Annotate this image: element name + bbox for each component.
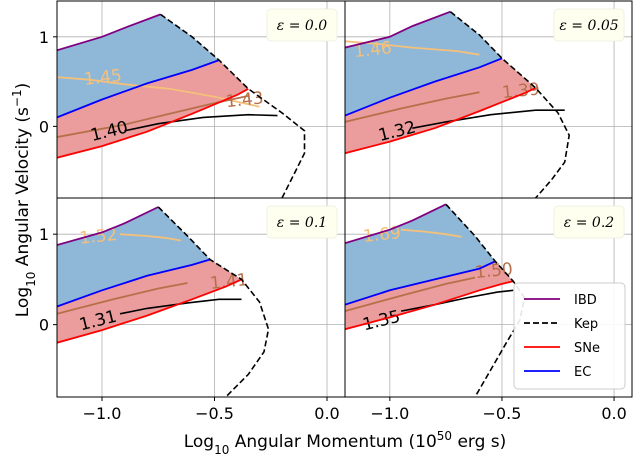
sne-line — [345, 280, 514, 331]
contour-1.50 — [345, 276, 476, 312]
region-ibd-ec — [345, 204, 496, 305]
axis-label-part: Angular Momentum (10 — [229, 432, 436, 452]
epsilon-label: ε = 0.2 — [564, 215, 615, 231]
epsilon-box — [553, 8, 625, 42]
panel-group: 1.451.431.40ε = 0.01.461.391.32ε = 0.051… — [53, 0, 633, 401]
panel-plot-area: 1.451.431.40 — [57, 1, 345, 198]
contour-label: 1.46 — [353, 38, 393, 62]
axis-label-part: Log — [13, 287, 33, 317]
panel-plot-area: 1.461.391.32 — [345, 1, 632, 198]
epsilon-box — [266, 8, 338, 42]
y-tick-label: 0 — [39, 117, 49, 136]
epsilon-box — [266, 205, 338, 239]
panel-3: 1.521.411.31ε = 0.1 — [53, 197, 346, 401]
sne-line — [345, 87, 536, 155]
legend: IBD Kep SNe EC — [513, 282, 626, 390]
panel-2: 1.461.391.32ε = 0.05 — [344, 0, 633, 199]
ec-line — [57, 59, 220, 119]
axis-label-part: Angular Velocity (s — [13, 107, 33, 272]
contour-1.41 — [57, 282, 188, 315]
region-ibd-ec — [345, 11, 502, 116]
contour-1.69 — [401, 228, 462, 238]
contour-label: 1.50 — [474, 259, 514, 283]
contour-label: 1.45 — [83, 66, 123, 90]
ec-line — [345, 260, 496, 306]
ibd-line — [57, 206, 159, 246]
contour-1.39 — [345, 91, 480, 123]
region-ibd-ec — [57, 14, 219, 118]
contour-1.40 — [124, 113, 278, 132]
contour-1.52 — [119, 233, 181, 242]
axis-label-part: 50 — [437, 429, 452, 443]
kep-line — [157, 206, 270, 397]
legend-label-sne: SNe — [574, 341, 600, 356]
x-axis-label: Log10 Angular Momentum (1050 erg s) — [184, 429, 507, 457]
contour-label: 1.39 — [501, 79, 541, 103]
legend-box — [513, 282, 626, 390]
ibd-line — [345, 203, 447, 245]
epsilon-label: ε = 0.05 — [559, 18, 618, 34]
panel-1: 1.451.431.40ε = 0.0 — [53, 0, 346, 199]
x-tick-label: −1.0 — [83, 404, 122, 423]
panel-frame — [344, 197, 633, 398]
region-ec-sne — [345, 58, 536, 154]
y-tick-labels: 0 1 0 1 — [39, 28, 49, 335]
y-tick-label: 0 — [39, 316, 49, 335]
x-tick-label: 0.0 — [601, 404, 626, 423]
axis-label-part: −1 — [10, 89, 24, 107]
kep-line — [160, 13, 306, 198]
contour-label: 1.43 — [225, 88, 265, 112]
panel-4: 1.691.501.35ε = 0.2 — [344, 197, 633, 401]
x-tick-label: −0.5 — [483, 404, 522, 423]
legend-label-kep: Kep — [574, 317, 598, 332]
contour-1.35 — [400, 289, 514, 312]
contour-1.32 — [412, 109, 565, 129]
ibd-line — [57, 13, 161, 52]
panel-plot-area: 1.521.411.31 — [57, 198, 345, 397]
axis-label-part: 10 — [24, 272, 38, 287]
legend-label-ibd: IBD — [574, 293, 597, 308]
contour-1.45 — [57, 76, 260, 108]
legend-label-ec: EC — [574, 365, 591, 380]
region-ibd-ec — [57, 207, 210, 307]
contour-label: 1.41 — [209, 270, 249, 294]
axis-label-part: erg s) — [452, 432, 506, 452]
panel-plot-area: 1.691.501.35 — [345, 198, 632, 397]
axis-label-part: ) — [13, 83, 33, 90]
sne-line — [57, 278, 242, 344]
axis-label-part: Log — [184, 432, 214, 452]
region-ec-sne — [57, 60, 249, 158]
x-tick-label: −0.5 — [195, 404, 234, 423]
contour-1.43 — [57, 95, 249, 138]
x-tick-label: 0.0 — [314, 404, 339, 423]
epsilon-box — [553, 205, 625, 239]
y-axis-label: Log10 Angular Velocity (s−1) — [10, 83, 38, 318]
y-tick-label: 1 — [39, 225, 49, 244]
x-tick-labels: −1.0 −0.5 0.0 −1.0 −0.5 0.0 — [83, 404, 627, 423]
contour-1.31 — [119, 298, 242, 315]
kep-line — [449, 11, 571, 198]
ec-line — [57, 258, 211, 308]
sne-line — [57, 88, 249, 159]
region-ec-sne — [57, 259, 242, 343]
ec-line — [345, 57, 503, 117]
ibd-line — [345, 10, 451, 49]
epsilon-label: ε = 0.1 — [277, 215, 327, 231]
epsilon-label: ε = 0.0 — [277, 18, 328, 34]
x-tick-label: −1.0 — [370, 404, 409, 423]
contour-label: 1.52 — [79, 225, 119, 249]
axis-label-part: 10 — [214, 443, 229, 457]
y-tick-label: 1 — [39, 28, 49, 47]
